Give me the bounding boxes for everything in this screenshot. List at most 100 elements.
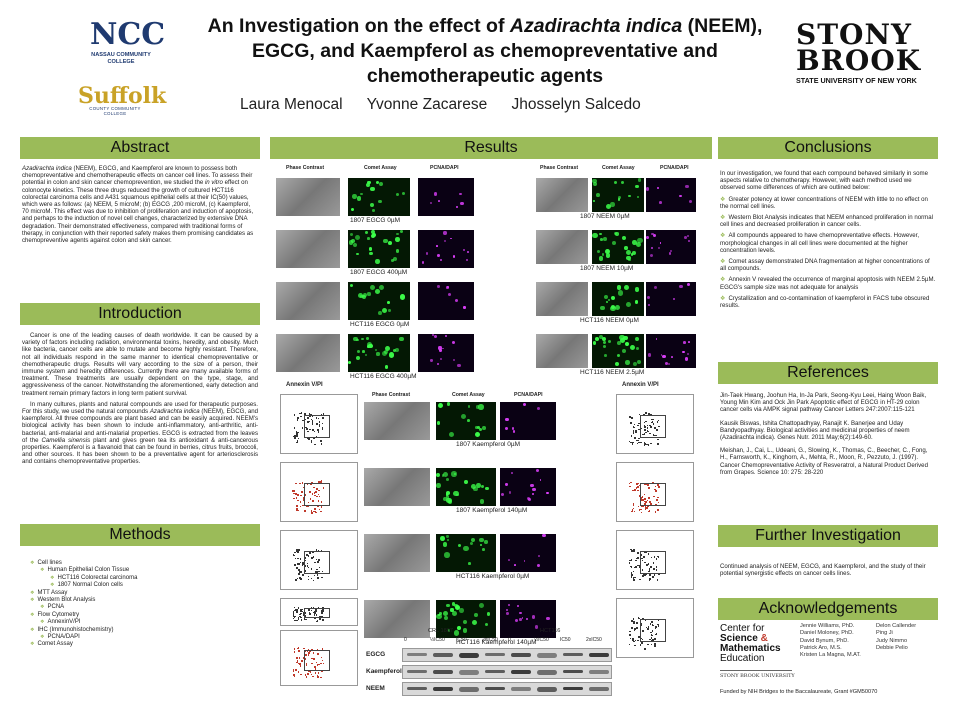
cell-spot <box>625 301 631 307</box>
facs-event <box>302 614 305 616</box>
wb-lane-label: IC50 <box>456 637 467 643</box>
facs-event <box>650 643 653 646</box>
cell-spot <box>392 348 396 353</box>
wb-band <box>537 687 557 692</box>
facs-event <box>644 483 646 486</box>
facs-event <box>658 486 660 488</box>
facs-event <box>314 668 317 670</box>
facs-event <box>292 617 295 620</box>
cell-spot <box>391 258 395 262</box>
facs-event <box>320 414 323 416</box>
cell-spot <box>455 605 461 611</box>
phase-contrast-label: Phase Contrast <box>372 392 411 398</box>
facs-event <box>300 494 303 497</box>
facs-event <box>310 418 313 421</box>
ack-name: Jennie Williams, PhD. <box>800 623 855 629</box>
facs-event <box>648 579 651 582</box>
sample-label: 1807 NEEM 10µM <box>580 265 634 272</box>
cell-spot <box>443 496 448 501</box>
facs-event <box>300 412 303 414</box>
facs-event <box>321 426 324 429</box>
facs-event <box>646 507 648 509</box>
author-name: Jhosselyn Salcedo <box>511 96 641 113</box>
facs-event <box>630 572 633 574</box>
facs-event <box>312 607 315 609</box>
facs-event <box>296 660 299 662</box>
cell-spot <box>387 309 391 313</box>
facs-event <box>640 508 642 511</box>
facs-event <box>306 554 308 556</box>
facs-event <box>299 613 302 615</box>
facs-event <box>636 442 639 445</box>
csme-sbu-line: STONY BROOK UNIVERSITY <box>720 673 795 679</box>
csme-line: Center for <box>720 623 765 634</box>
cell-spot <box>532 487 536 492</box>
facs-event <box>297 617 300 619</box>
cell-spot <box>528 497 531 501</box>
facs-event <box>637 439 639 442</box>
facs-event <box>307 555 310 557</box>
cell-spot <box>348 361 352 365</box>
ack-name: Delon Callender <box>876 623 917 629</box>
facs-event <box>312 500 314 502</box>
wb-band <box>459 653 479 658</box>
facs-event <box>310 568 313 570</box>
methods-item: AnnexinV/PI <box>30 619 258 626</box>
cell-spot <box>372 208 376 212</box>
cell-spot <box>451 471 457 477</box>
facs-event <box>320 549 323 552</box>
facs-event <box>643 442 646 444</box>
reference-entry: Jin-Taek Hwang, Joohun Ha, In-Ja Park, S… <box>720 392 927 414</box>
facs-event <box>292 615 295 617</box>
facs-event <box>307 417 309 419</box>
facs-event <box>314 612 316 614</box>
cell-spot <box>602 340 607 345</box>
facs-event <box>295 431 298 433</box>
facs-event <box>631 509 634 511</box>
cell-spot <box>610 295 615 300</box>
facs-event <box>651 630 654 632</box>
facs-event <box>651 639 653 642</box>
facs-event <box>318 489 320 492</box>
phase-contrast-image <box>364 600 430 638</box>
facs-event <box>630 441 632 444</box>
facs-event <box>298 569 300 571</box>
facs-event <box>293 648 296 650</box>
facs-event <box>647 563 649 565</box>
facs-event <box>322 413 325 415</box>
cell-spot <box>447 629 451 632</box>
facs-event <box>640 637 642 640</box>
cell-spot <box>442 471 449 477</box>
cell-spot <box>616 341 621 345</box>
conclusion-point: ❖ Annexin V revealed the occurrence of ma… <box>720 276 936 291</box>
facs-event <box>653 568 655 571</box>
sample-label: HCT116 Kaempferol 0µM <box>456 573 530 580</box>
facs-event <box>307 608 310 611</box>
comet-assay-image <box>436 534 496 572</box>
wb-band <box>537 653 557 658</box>
cell-spot <box>395 237 400 242</box>
facs-event <box>311 493 314 495</box>
phase-contrast-image <box>536 230 588 264</box>
facs-event <box>293 490 296 492</box>
cell-spot <box>381 307 388 313</box>
facs-event <box>628 562 631 564</box>
wb-band <box>485 670 505 673</box>
facs-event <box>640 497 643 499</box>
wb-lane-label: 2xIC50 <box>586 637 602 643</box>
facs-event <box>318 570 320 573</box>
cell-spot <box>637 178 642 182</box>
cell-spot <box>649 253 654 258</box>
facs-event <box>321 570 324 573</box>
cell-spot <box>653 285 658 290</box>
pcna-dapi-image <box>418 282 474 320</box>
facs-event <box>317 570 320 573</box>
cell-spot <box>460 413 466 419</box>
facs-event <box>295 609 297 611</box>
facs-event <box>319 481 321 483</box>
facs-event <box>292 554 295 556</box>
reference-entry: Meishan, J., Cai, L., Udeani, G., Slowin… <box>720 447 928 476</box>
facs-event <box>296 577 299 580</box>
facs-event <box>310 577 313 580</box>
facs-event <box>297 437 300 439</box>
